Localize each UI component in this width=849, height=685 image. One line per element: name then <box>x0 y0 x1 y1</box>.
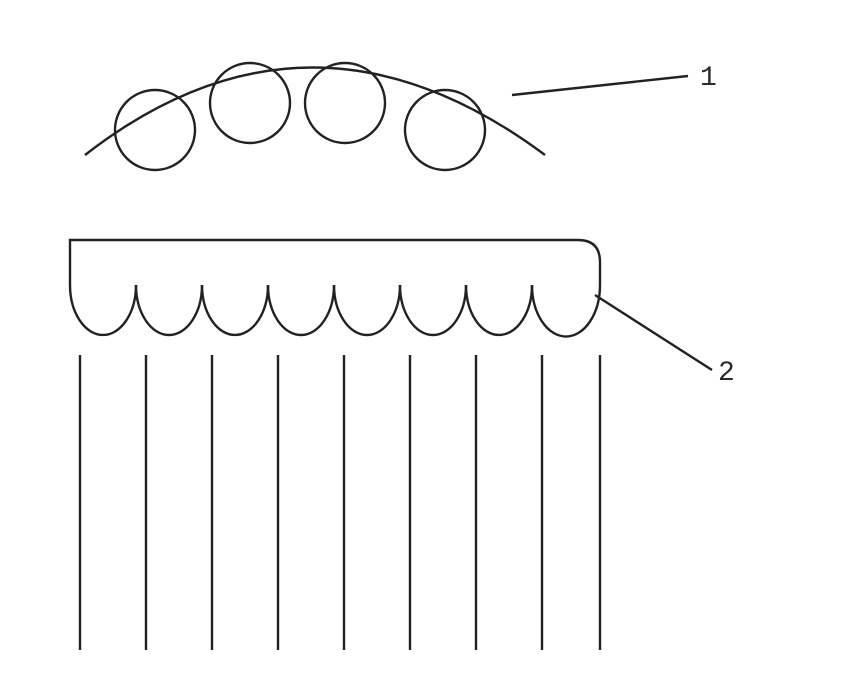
label-2: 2 <box>718 358 735 389</box>
scallop-arc-1 <box>70 285 136 335</box>
scallop-arc-6 <box>400 285 466 335</box>
leader-lines <box>512 76 712 370</box>
scallop-arc-5 <box>334 285 400 335</box>
arc-circle-3 <box>305 63 385 143</box>
scallop-group <box>70 240 600 337</box>
arc-circle-1 <box>115 90 195 170</box>
scallop-arc-4 <box>268 285 334 335</box>
top-arc-group <box>85 68 545 156</box>
labels-group: 1 2 <box>700 63 735 389</box>
circles-group <box>115 63 485 170</box>
label-1: 1 <box>700 63 717 94</box>
scallop-arc-8 <box>532 285 600 337</box>
scallop-arc-3 <box>202 285 268 335</box>
arc-circle-4 <box>405 90 485 170</box>
diagram-canvas: 1 2 <box>0 0 849 685</box>
scallop-top-outline <box>70 240 600 285</box>
vertical-lines <box>80 355 600 650</box>
leader-line-1 <box>512 76 688 95</box>
top-arc <box>85 68 545 156</box>
leader-line-2 <box>595 295 712 370</box>
scallop-arc-2 <box>136 285 202 335</box>
scallop-arc-7 <box>466 285 532 335</box>
